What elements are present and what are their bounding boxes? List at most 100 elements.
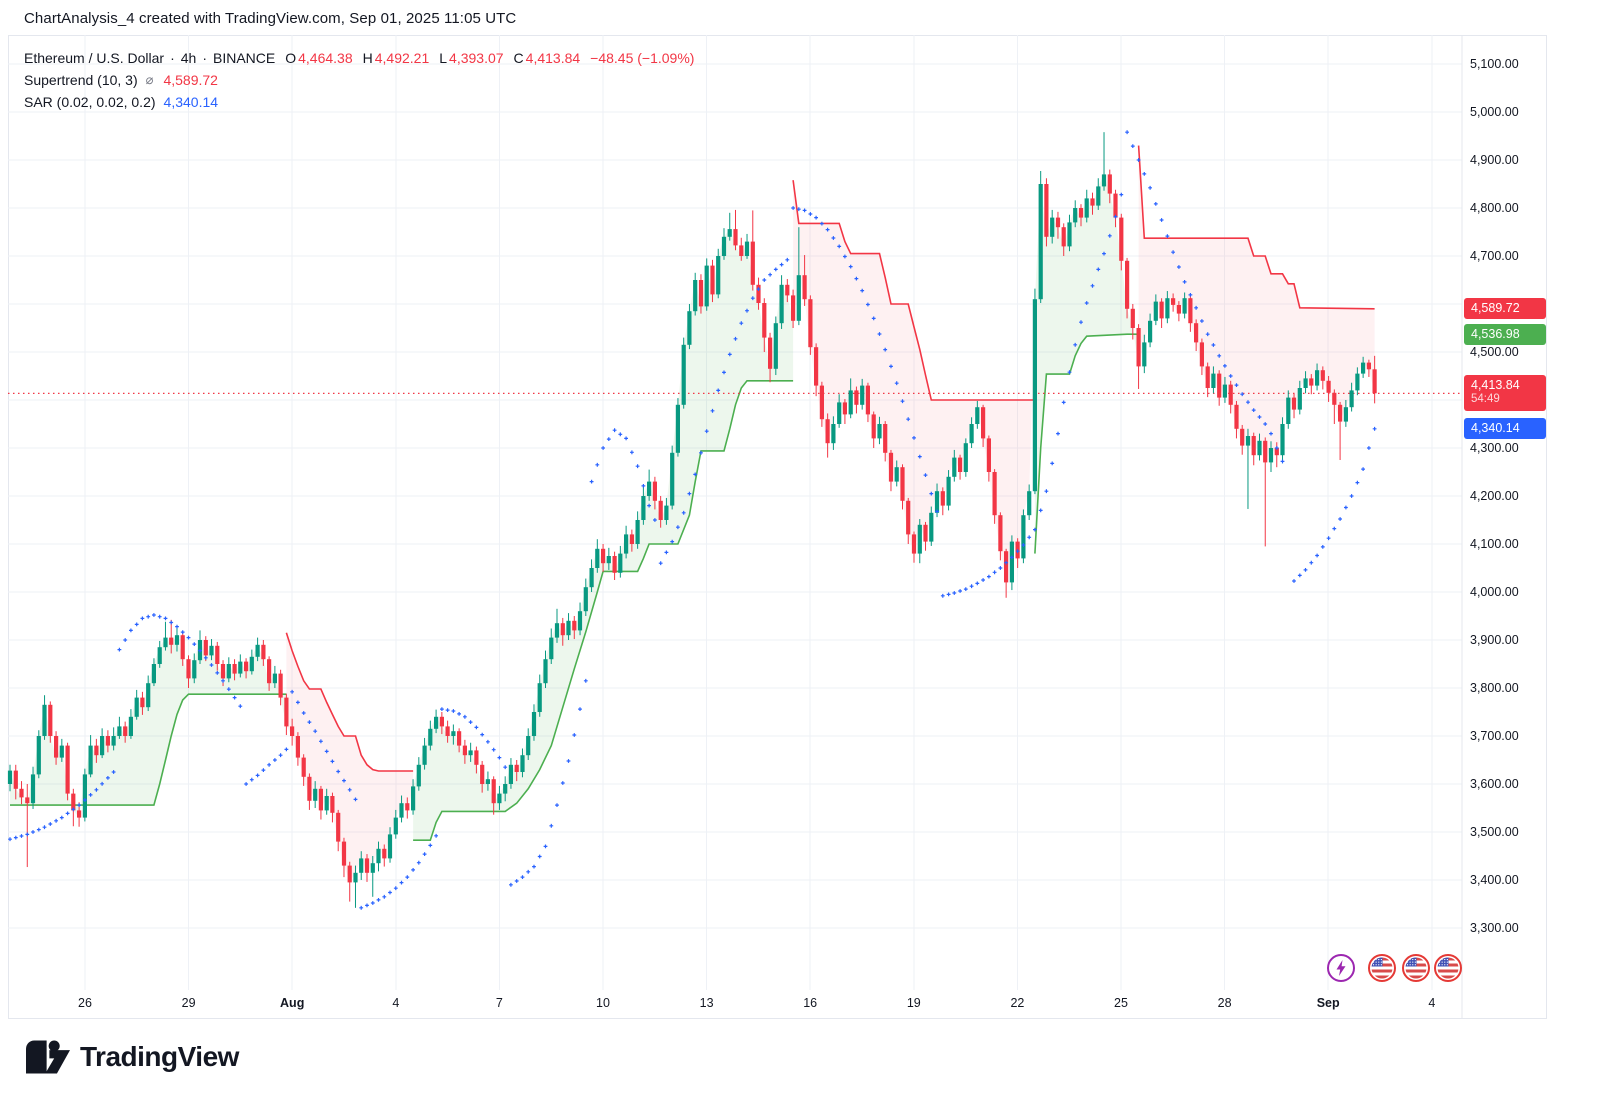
sar-dots-above <box>791 206 939 514</box>
candle-body <box>917 524 922 554</box>
candle-body <box>825 419 830 444</box>
candle-body <box>399 803 404 818</box>
candle-body <box>860 385 865 405</box>
separator-dot: · <box>170 50 175 66</box>
interval-label[interactable]: 4h <box>180 50 197 66</box>
candle-body <box>514 764 519 772</box>
time-axis-label: 4 <box>392 996 400 1010</box>
candle-body <box>1125 260 1130 309</box>
candle-body <box>819 385 824 420</box>
close-value: 4,413.84 <box>525 50 581 66</box>
legend-sar-row[interactable]: SAR (0.02, 0.02, 0.2) 4,340.14 <box>24 91 694 113</box>
candle-body <box>1009 541 1014 583</box>
candle-body <box>687 311 692 345</box>
economic-event-us-flag-icon[interactable] <box>1367 953 1397 983</box>
candle-body <box>1188 298 1193 324</box>
candle-body <box>411 786 416 811</box>
candle-body <box>1078 208 1084 218</box>
candle-body <box>768 337 773 369</box>
time-axis-label: 7 <box>495 996 503 1010</box>
last-price-value: 4,413.84 <box>1471 378 1520 393</box>
candle-body <box>1228 384 1233 405</box>
candle-body <box>151 664 156 684</box>
candle-body <box>140 697 145 708</box>
sar-price-badge: 4,340.14 <box>1464 418 1546 440</box>
candle-body <box>434 716 439 729</box>
sar-dots-below <box>509 678 588 887</box>
candle-body <box>837 402 842 424</box>
tradingview-logo[interactable]: TradingView <box>26 1040 239 1074</box>
economic-event-us-flag-icon[interactable] <box>1401 953 1431 983</box>
time-axis-label: 10 <box>596 996 610 1010</box>
candle-body <box>508 764 513 784</box>
supertrend-down-fill <box>1138 145 1375 463</box>
candle-body <box>1372 369 1377 394</box>
candle-body <box>963 443 968 472</box>
exchange-label[interactable]: BINANCE <box>212 50 276 66</box>
tradingview-logo-icon <box>26 1040 70 1074</box>
candle-body <box>1159 301 1164 319</box>
candle-body <box>117 726 122 736</box>
candle-body <box>1107 174 1112 194</box>
candle-body <box>163 637 168 648</box>
candle-body <box>693 280 698 312</box>
sar-dots-below <box>8 770 116 842</box>
open-value: 4,464.38 <box>298 50 353 66</box>
sar-dots-above <box>440 707 508 770</box>
candle-body <box>174 635 180 645</box>
economic-event-lightning-icon[interactable] <box>1326 953 1356 983</box>
supertrend-down-line <box>792 180 1035 401</box>
last-price-badge: 4,413.84 54:49 <box>1464 375 1546 412</box>
symbol-name[interactable]: Ethereum / U.S. Dollar <box>24 50 165 66</box>
candle-body <box>710 265 715 295</box>
candle-body <box>549 637 554 660</box>
candle-body <box>284 697 289 727</box>
candle-body <box>624 534 629 554</box>
candle-body <box>618 553 623 573</box>
candle-body <box>30 774 36 804</box>
candle-body <box>491 779 496 804</box>
supertrend-up-fill <box>413 229 794 841</box>
legend-supertrend-row[interactable]: Supertrend (10, 3) ⌀ 4,589.72 <box>24 69 694 91</box>
candle-body <box>249 656 254 672</box>
candle-body <box>1084 198 1089 218</box>
candle-body <box>537 683 542 712</box>
candle-body <box>842 402 847 415</box>
price-axis-label: 4,800.00 <box>1470 201 1519 215</box>
candle-body <box>267 659 272 684</box>
candle-body <box>295 736 300 758</box>
candle-body <box>721 236 727 256</box>
candle-body <box>744 241 750 256</box>
supertrend-down-line <box>1137 145 1375 310</box>
candle-body <box>226 664 231 679</box>
sar-name[interactable]: SAR (0.02, 0.02, 0.2) <box>24 94 156 110</box>
supertrend-name[interactable]: Supertrend (10, 3) <box>24 72 138 88</box>
candle-body <box>658 500 663 520</box>
candle-body <box>601 548 606 564</box>
candle-body <box>854 390 859 405</box>
chart-area[interactable] <box>8 35 1547 1019</box>
candle-body <box>595 548 600 568</box>
supertrend-up-price-badge: 4,536.98 <box>1464 323 1546 345</box>
separator-dot: · <box>202 50 207 66</box>
candle-body <box>1136 328 1141 367</box>
candle-body <box>629 534 634 544</box>
candle-body <box>831 424 836 444</box>
candle-body <box>19 788 24 798</box>
candle-body <box>606 556 611 564</box>
candle-body <box>59 745 64 758</box>
candle-body <box>301 757 306 777</box>
candle-body <box>779 284 784 324</box>
candle-body <box>71 793 76 811</box>
sar-dots-below <box>940 192 1124 598</box>
candle-body <box>531 712 537 736</box>
price-axis-label: 5,000.00 <box>1470 105 1519 119</box>
candle-body <box>88 745 93 775</box>
economic-event-us-flag-icon[interactable] <box>1433 953 1463 983</box>
candle-body <box>353 872 358 883</box>
candle-body <box>641 496 646 520</box>
candle-body <box>554 623 560 638</box>
